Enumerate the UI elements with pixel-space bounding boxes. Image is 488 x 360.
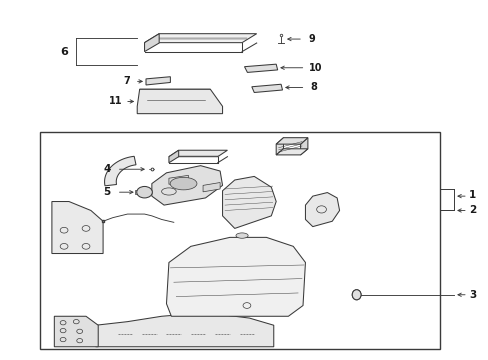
Polygon shape	[244, 64, 277, 72]
Polygon shape	[96, 313, 273, 347]
Polygon shape	[251, 84, 282, 93]
Polygon shape	[146, 77, 170, 85]
Text: 8: 8	[310, 82, 317, 93]
Text: 11: 11	[108, 96, 122, 107]
Polygon shape	[52, 202, 103, 253]
Bar	[40, 132, 439, 348]
Polygon shape	[276, 149, 307, 155]
Polygon shape	[305, 193, 339, 226]
Polygon shape	[168, 150, 227, 157]
Text: 6: 6	[60, 47, 68, 57]
Polygon shape	[152, 166, 222, 205]
Text: 2: 2	[468, 206, 475, 216]
Ellipse shape	[351, 290, 360, 300]
Polygon shape	[300, 138, 307, 155]
Polygon shape	[166, 237, 305, 316]
Polygon shape	[140, 89, 210, 99]
Text: 10: 10	[308, 63, 321, 73]
Polygon shape	[144, 34, 159, 51]
Polygon shape	[203, 183, 220, 192]
Polygon shape	[54, 316, 98, 347]
Text: 5: 5	[103, 187, 110, 197]
Polygon shape	[135, 190, 149, 194]
Polygon shape	[144, 34, 256, 42]
Polygon shape	[276, 138, 283, 155]
Ellipse shape	[236, 233, 247, 238]
Text: 7: 7	[123, 76, 130, 86]
Polygon shape	[104, 156, 136, 186]
Text: 1: 1	[468, 190, 475, 200]
Ellipse shape	[351, 290, 360, 300]
Polygon shape	[276, 138, 307, 144]
Polygon shape	[168, 150, 178, 163]
Circle shape	[137, 186, 152, 198]
Text: 9: 9	[308, 34, 315, 44]
Text: 4: 4	[103, 164, 110, 174]
Polygon shape	[137, 89, 222, 114]
Polygon shape	[168, 175, 188, 184]
Ellipse shape	[170, 177, 197, 190]
Text: 3: 3	[468, 291, 475, 301]
Polygon shape	[222, 176, 276, 228]
